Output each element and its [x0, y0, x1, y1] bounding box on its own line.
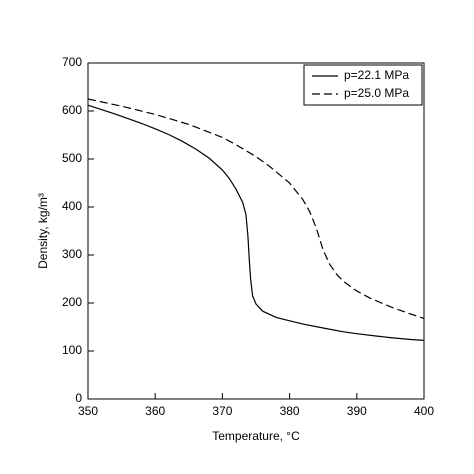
- x-tick-label: 400: [414, 404, 434, 418]
- legend-label: p=22.1 MPa: [344, 68, 409, 82]
- y-tick-label: 700: [62, 55, 82, 69]
- y-axis-label: Density, kg/m³: [36, 193, 50, 269]
- y-tick-label: 600: [62, 103, 82, 117]
- x-tick-label: 350: [78, 404, 98, 418]
- y-tick-label: 400: [62, 199, 82, 213]
- line-series: [87, 104, 425, 341]
- legend-label: p=25.0 MPa: [344, 86, 409, 100]
- y-tick-label: 0: [75, 391, 82, 405]
- y-tick-label: 500: [62, 151, 82, 165]
- y-tick-label: 200: [62, 295, 82, 309]
- x-tick-label: 380: [280, 404, 300, 418]
- y-tick-label: 300: [62, 247, 82, 261]
- plot-frame: [87, 62, 425, 400]
- x-tick-label: 360: [145, 404, 165, 418]
- y-tick-label: 100: [62, 343, 82, 357]
- x-tick-label: 370: [212, 404, 232, 418]
- legend-box: [303, 64, 423, 106]
- x-axis-label: Temperature, °C: [212, 429, 300, 443]
- line-series: [87, 98, 425, 319]
- x-tick-label: 390: [347, 404, 367, 418]
